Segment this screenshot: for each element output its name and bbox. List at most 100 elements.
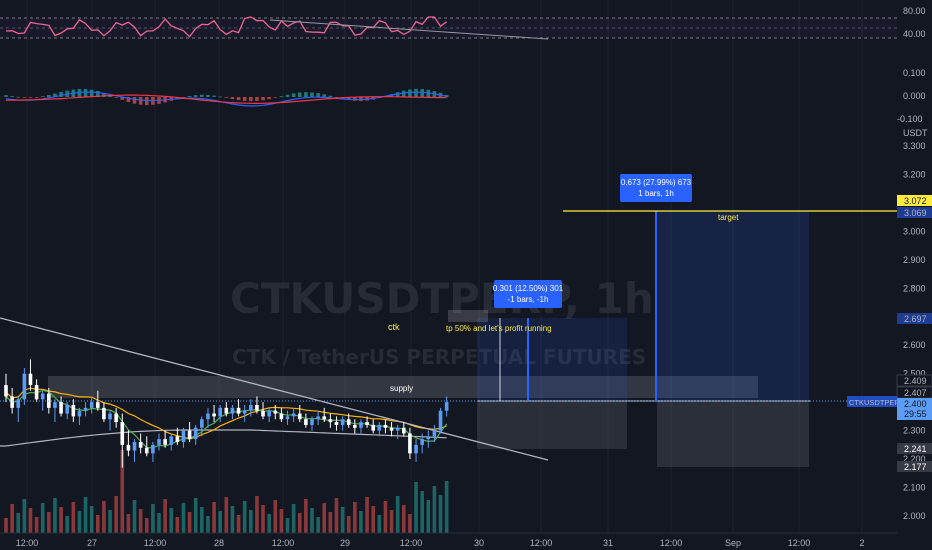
macd-histogram-bar [310,92,314,97]
candle-body [261,410,265,417]
candle-body [224,407,229,414]
candle-body [285,416,290,420]
macd-histogram-bar [267,97,271,100]
target-bottom-tag-text: 3.069 [904,208,927,218]
macd-histogram-bar [285,94,290,97]
volume-bar [371,506,375,533]
price-scale-label: 2.300 [903,426,926,436]
position-1-stop-zone[interactable] [477,401,627,449]
volume-bar [163,499,167,533]
macd-histogram-bar [53,93,57,97]
symbol-watermark: CTKUSDTPERP, 1h [230,274,654,323]
macd-histogram-bar [334,97,339,98]
volume-bar [432,486,437,533]
macd-histogram-bar [96,91,100,97]
volume-bar [206,516,210,533]
candle-body [291,413,296,417]
volume-bar [310,508,314,533]
candle-body [163,439,167,445]
candle-body [200,419,204,428]
measure-1-tooltip [494,280,562,308]
macd-histogram-bar [420,88,424,97]
candle-body [138,442,143,448]
candle-body [273,410,278,414]
time-axis[interactable]: 12:00 27 12:00 28 12:00 29 12:00 30 12:00 31 12:00… [16,538,865,548]
candle-body [212,413,216,417]
macd-histogram-bar [316,93,320,97]
candle-body [383,424,388,428]
position-2-stop-zone[interactable] [657,401,809,467]
macd-histogram-bar [273,97,278,98]
volume-bar [408,514,412,533]
macd-histogram-bar [249,97,253,102]
volume-bar [83,497,88,533]
candle-body [249,405,253,411]
volume-bar [77,511,82,533]
candle-body [334,422,339,425]
measure-2-bars: 1 bars, 1h [638,189,674,198]
macd-histogram-bar [255,97,259,101]
last-price-symbol-tag [847,396,897,407]
volume-bar [144,518,149,533]
candle-body [310,419,314,425]
time-axis-label: 12:00 [530,538,553,548]
macd-histogram-bar [83,89,88,97]
macd-pane[interactable]: 0.100 0.000 -0.100 [4,68,926,124]
low-b-tag-text: 2.177 [904,462,927,472]
volume-bar [359,511,363,533]
volume-bar [151,504,155,533]
candle-body [59,402,63,414]
volume-bar [291,504,296,533]
volume-bar [157,513,161,533]
tp-note-box[interactable] [448,310,488,322]
candle-body [89,402,94,408]
candle-body [359,422,363,428]
candle-body [304,419,308,425]
descending-trendline[interactable] [0,317,549,461]
macd-histogram-bar [395,92,400,97]
macd-histogram-bar [212,95,216,97]
price-scale[interactable]: USDT 3.300 3.200 3.000 2.900 2.800 2.600 2.500… [847,128,932,521]
rsi-trendline[interactable] [269,19,549,40]
candle-body [34,385,39,400]
time-axis-label: Sep [725,538,741,548]
time-axis-label: 2 [859,538,864,548]
candle-body [175,436,180,442]
volume-bar [328,512,333,533]
supply-zone[interactable] [48,376,758,398]
supply-label: supply [390,384,413,393]
volume-bar [10,504,14,533]
volume-bar [426,500,431,533]
low-b-tag [897,461,932,472]
candle-body [4,385,8,397]
macd-histogram-bar [218,96,222,98]
candle-body [340,419,345,425]
drawings[interactable]: supply target ctk tp 50% and let's profi… [48,174,897,467]
volume-bar [47,512,51,533]
vertical-grid [26,0,863,533]
volume-bar [114,496,118,533]
time-axis-label: 12:00 [16,538,39,548]
price-scale-label: 2.800 [903,283,926,293]
position-2-profit-zone[interactable] [657,211,809,401]
rsi-scale-label-80: 80.00 [903,6,926,16]
macd-histogram-bar [206,94,210,97]
candle-body [322,416,327,420]
mid-level-tag-text: 2.697 [904,314,927,324]
macd-histogram-bar [187,95,192,97]
volume-bar [340,507,345,533]
ctk-label: ctk [388,322,400,332]
low-a-tag-text: 2.241 [904,444,927,454]
macd-scale-label-neg0.100: -0.100 [897,114,923,124]
macd-scale-label-0.100: 0.100 [903,68,926,78]
volume-bar [169,508,174,533]
rsi-pane[interactable]: 80.00 40.00 [0,6,926,40]
candle-body [96,402,100,408]
candle-body [297,413,302,420]
volume-bar [255,496,259,533]
candle-body [144,447,149,454]
candle-body [65,405,69,414]
volume-bar [53,498,57,533]
position-1-profit-zone[interactable] [477,318,627,401]
